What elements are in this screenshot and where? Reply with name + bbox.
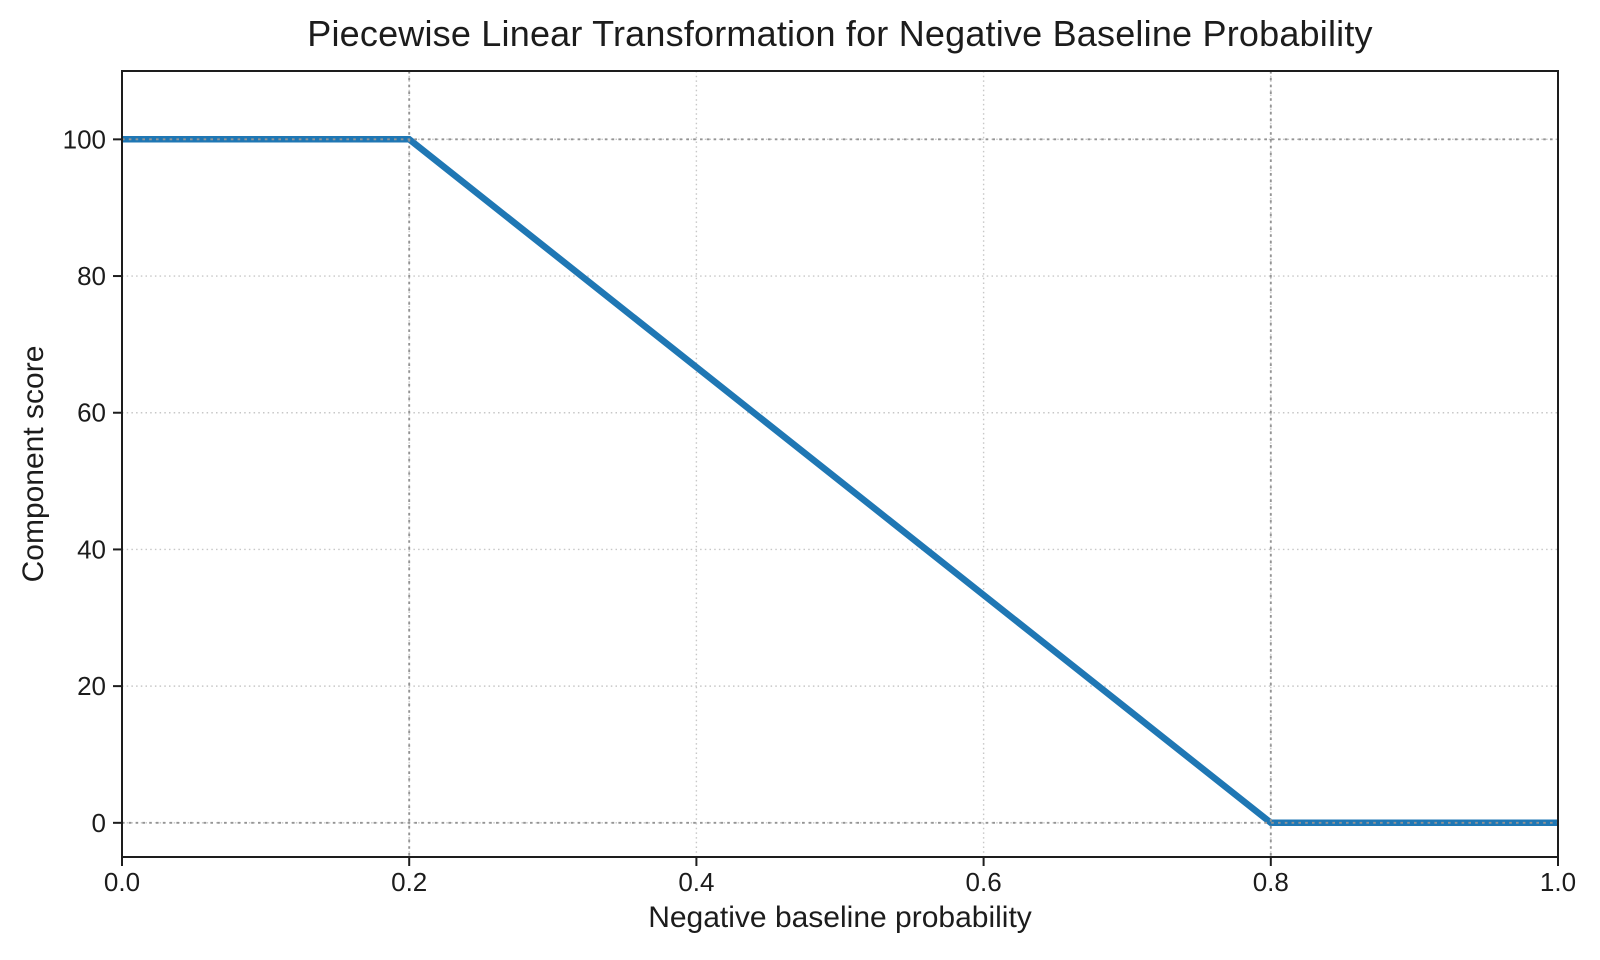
y-tick-label: 20 (77, 671, 106, 701)
x-tick-label: 0.4 (678, 867, 714, 897)
x-tick-label: 1.0 (1540, 867, 1576, 897)
x-axis-label: Negative baseline probability (648, 901, 1032, 934)
x-tick-label: 0.2 (391, 867, 427, 897)
chart-title: Piecewise Linear Transformation for Nega… (307, 13, 1373, 54)
plot-border (121, 70, 1559, 858)
y-tick-label: 0 (92, 808, 106, 838)
series-line (122, 136, 1558, 827)
x-tick-label: 0.0 (104, 867, 140, 897)
x-tick-label: 0.6 (966, 867, 1002, 897)
y-tick-label: 100 (63, 124, 106, 154)
x-tick-label: 0.8 (1253, 867, 1289, 897)
y-tick-label: 40 (77, 534, 106, 564)
y-tick-label: 60 (77, 398, 106, 428)
y-tick-label: 80 (77, 261, 106, 291)
